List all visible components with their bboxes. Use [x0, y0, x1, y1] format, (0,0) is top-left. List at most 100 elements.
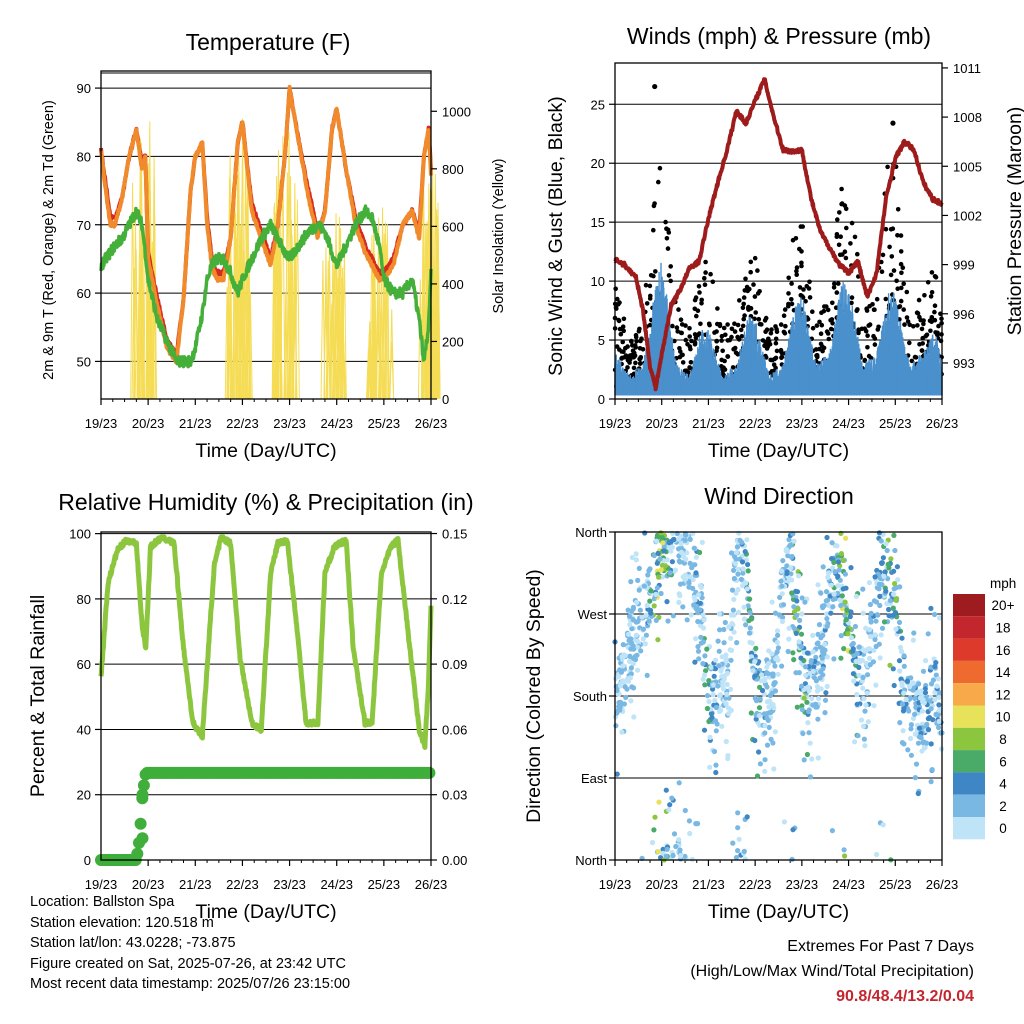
solar-trace	[366, 348, 371, 400]
direction-point	[865, 719, 871, 725]
gust-point	[819, 310, 824, 316]
direction-point	[742, 856, 748, 862]
direction-point	[891, 568, 897, 574]
direction-point	[613, 723, 619, 729]
gust-point	[741, 316, 746, 322]
direction-point	[838, 602, 844, 609]
direction-point	[799, 683, 805, 689]
direction-point	[877, 593, 883, 600]
gust-point	[743, 276, 748, 282]
direction-point	[908, 675, 914, 681]
direction-point	[817, 675, 823, 681]
direction-point	[868, 619, 874, 625]
gust-point	[694, 313, 699, 319]
direction-point	[854, 701, 860, 707]
x-tick-label: 26/23	[926, 877, 959, 892]
gust-point	[744, 284, 750, 290]
direction-point	[937, 718, 943, 724]
direction-point	[724, 670, 731, 677]
direction-point	[874, 851, 880, 858]
x-tick-label: 21/23	[692, 416, 725, 431]
direction-point	[832, 569, 838, 575]
gust-point	[755, 291, 761, 296]
direction-point	[852, 739, 858, 745]
direction-point	[677, 847, 683, 853]
direction-point	[899, 648, 905, 655]
solar-trace	[330, 301, 335, 400]
gust-point	[623, 353, 629, 358]
gust-point	[615, 296, 620, 302]
direction-point	[918, 735, 924, 741]
gust-point	[675, 329, 680, 334]
gust-point	[708, 271, 713, 277]
y-axis-label: 2m & 9m T (Red, Orange) & 2m Td (Green)	[41, 100, 57, 380]
gust-point	[625, 358, 631, 363]
direction-point	[863, 702, 869, 708]
direction-point	[746, 630, 753, 636]
y-tick-label: North	[575, 525, 607, 540]
gust-point	[621, 316, 627, 322]
direction-point	[861, 696, 867, 702]
gust-point	[820, 348, 825, 354]
gust-point	[666, 230, 672, 235]
direction-point	[629, 608, 635, 614]
panel-2: 0 20 40 60 80 100 19/23 20/23 21/23 22/23 23/23 24/…	[27, 489, 474, 923]
direction-point	[713, 762, 719, 768]
gust-point	[752, 294, 758, 299]
direction-point	[829, 556, 835, 562]
y2-tick-label: 993	[953, 356, 975, 371]
gust-point	[732, 321, 737, 327]
direction-point	[786, 636, 792, 642]
direction-point	[860, 610, 866, 616]
gust-point	[917, 314, 922, 320]
direction-point	[726, 624, 732, 630]
direction-point	[711, 673, 717, 679]
direction-point	[936, 702, 942, 708]
direction-point	[642, 641, 648, 647]
gust-point	[789, 297, 794, 302]
direction-point	[648, 588, 654, 594]
y2-tick-label: 0.06	[442, 722, 467, 737]
direction-point	[897, 644, 904, 651]
legend-label: 14	[995, 665, 1011, 680]
solar-trace	[227, 155, 233, 400]
x-tick-label: 22/23	[739, 877, 772, 892]
gust-point	[925, 280, 931, 285]
direction-point	[793, 588, 799, 595]
direction-point	[799, 707, 805, 713]
direction-point	[743, 622, 749, 628]
direction-point	[735, 566, 742, 572]
direction-point	[930, 677, 937, 683]
gust-point	[620, 339, 625, 345]
direction-point	[841, 646, 847, 652]
gust-point	[880, 252, 886, 258]
direction-point	[663, 787, 669, 793]
gust-point	[794, 272, 799, 278]
gust-point	[844, 225, 849, 231]
panel-1: 0 5 10 15 20 25 19/23 20/23 21/23 22/23 23/23 24/23…	[545, 23, 1024, 462]
direction-point	[851, 678, 857, 684]
direction-point	[779, 568, 785, 574]
direction-point	[813, 654, 819, 661]
direction-point	[653, 617, 659, 624]
direction-point	[830, 604, 836, 610]
direction-point	[696, 656, 702, 662]
direction-point	[780, 558, 786, 564]
chart-title: Temperature (F)	[186, 29, 351, 55]
direction-point	[821, 603, 827, 609]
chart-title: Relative Humidity (%) & Precipitation (i…	[58, 489, 473, 515]
gust-point	[637, 346, 643, 351]
direction-point	[816, 622, 823, 628]
direction-point	[848, 565, 854, 571]
direction-point	[762, 768, 768, 774]
direction-point	[797, 617, 803, 624]
gust-point	[885, 164, 890, 170]
direction-point	[728, 635, 734, 641]
direction-point	[729, 620, 735, 627]
direction-point	[825, 574, 831, 581]
gust-point	[814, 323, 820, 328]
gust-point	[755, 268, 760, 273]
solar-trace	[325, 300, 331, 400]
direction-point	[888, 556, 894, 562]
gust-point	[924, 332, 930, 338]
